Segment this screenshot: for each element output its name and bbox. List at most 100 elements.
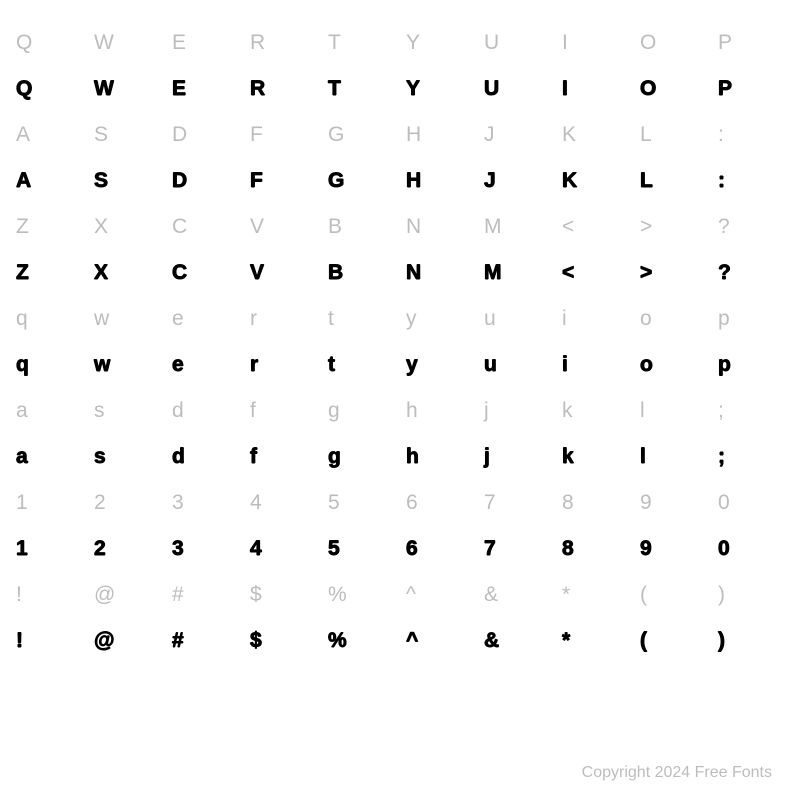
sample-glyph: A (10, 158, 88, 204)
reference-glyph: f (244, 388, 322, 434)
reference-glyph: a (10, 388, 88, 434)
reference-glyph: r (244, 296, 322, 342)
reference-glyph: 9 (634, 480, 712, 526)
sample-glyph: t (322, 342, 400, 388)
reference-glyph: 4 (244, 480, 322, 526)
reference-glyph: O (634, 20, 712, 66)
sample-glyph: r (244, 342, 322, 388)
reference-glyph: w (88, 296, 166, 342)
reference-glyph: E (166, 20, 244, 66)
sample-glyph: L (634, 158, 712, 204)
reference-glyph: C (166, 204, 244, 250)
reference-glyph: t (322, 296, 400, 342)
reference-glyph: W (88, 20, 166, 66)
reference-glyph: 8 (556, 480, 634, 526)
character-map-grid: QWERTYUIOPQWERTYUIOPASDFGHJKL:ASDFGHJKL:… (10, 20, 790, 664)
reference-glyph: L (634, 112, 712, 158)
sample-glyph: i (556, 342, 634, 388)
reference-glyph: 3 (166, 480, 244, 526)
reference-glyph: @ (88, 572, 166, 618)
sample-glyph: T (322, 66, 400, 112)
sample-glyph: e (166, 342, 244, 388)
reference-glyph: p (712, 296, 790, 342)
reference-glyph: V (244, 204, 322, 250)
sample-glyph: X (88, 250, 166, 296)
sample-glyph: J (478, 158, 556, 204)
sample-glyph: u (478, 342, 556, 388)
sample-glyph: O (634, 66, 712, 112)
reference-glyph: > (634, 204, 712, 250)
reference-glyph: Z (10, 204, 88, 250)
sample-glyph: f (244, 434, 322, 480)
reference-glyph: & (478, 572, 556, 618)
reference-glyph: Q (10, 20, 88, 66)
sample-glyph: F (244, 158, 322, 204)
reference-glyph: l (634, 388, 712, 434)
sample-glyph: & (478, 618, 556, 664)
reference-glyph: ; (712, 388, 790, 434)
reference-glyph: q (10, 296, 88, 342)
reference-glyph: k (556, 388, 634, 434)
reference-glyph: 1 (10, 480, 88, 526)
reference-glyph: K (556, 112, 634, 158)
reference-glyph: Y (400, 20, 478, 66)
reference-glyph: j (478, 388, 556, 434)
reference-glyph: ? (712, 204, 790, 250)
sample-glyph: k (556, 434, 634, 480)
sample-glyph: > (634, 250, 712, 296)
reference-glyph: $ (244, 572, 322, 618)
sample-glyph: $ (244, 618, 322, 664)
sample-glyph: ( (634, 618, 712, 664)
sample-glyph: l (634, 434, 712, 480)
reference-glyph: P (712, 20, 790, 66)
sample-glyph: N (400, 250, 478, 296)
sample-glyph: V (244, 250, 322, 296)
reference-glyph: u (478, 296, 556, 342)
sample-glyph: g (322, 434, 400, 480)
sample-glyph: 5 (322, 526, 400, 572)
reference-glyph: * (556, 572, 634, 618)
reference-glyph: B (322, 204, 400, 250)
reference-glyph: d (166, 388, 244, 434)
reference-glyph: S (88, 112, 166, 158)
reference-glyph: H (400, 112, 478, 158)
sample-glyph: 6 (400, 526, 478, 572)
sample-glyph: o (634, 342, 712, 388)
sample-glyph: 7 (478, 526, 556, 572)
sample-glyph: 2 (88, 526, 166, 572)
sample-glyph: D (166, 158, 244, 204)
sample-glyph: ; (712, 434, 790, 480)
reference-glyph: # (166, 572, 244, 618)
sample-glyph: q (10, 342, 88, 388)
sample-glyph: h (400, 434, 478, 480)
sample-glyph: K (556, 158, 634, 204)
reference-glyph: M (478, 204, 556, 250)
sample-glyph: 9 (634, 526, 712, 572)
reference-glyph: 5 (322, 480, 400, 526)
sample-glyph: W (88, 66, 166, 112)
reference-glyph: h (400, 388, 478, 434)
sample-glyph: P (712, 66, 790, 112)
sample-glyph: y (400, 342, 478, 388)
sample-glyph: ! (10, 618, 88, 664)
sample-glyph: j (478, 434, 556, 480)
reference-glyph: 2 (88, 480, 166, 526)
sample-glyph: Y (400, 66, 478, 112)
sample-glyph: # (166, 618, 244, 664)
reference-glyph: 6 (400, 480, 478, 526)
sample-glyph: p (712, 342, 790, 388)
reference-glyph: U (478, 20, 556, 66)
reference-glyph: % (322, 572, 400, 618)
copyright-text: Copyright 2024 Free Fonts (582, 764, 772, 782)
reference-glyph: y (400, 296, 478, 342)
reference-glyph: G (322, 112, 400, 158)
sample-glyph: ) (712, 618, 790, 664)
reference-glyph: ( (634, 572, 712, 618)
sample-glyph: * (556, 618, 634, 664)
sample-glyph: % (322, 618, 400, 664)
sample-glyph: w (88, 342, 166, 388)
reference-glyph: < (556, 204, 634, 250)
sample-glyph: I (556, 66, 634, 112)
sample-glyph: Z (10, 250, 88, 296)
sample-glyph: B (322, 250, 400, 296)
